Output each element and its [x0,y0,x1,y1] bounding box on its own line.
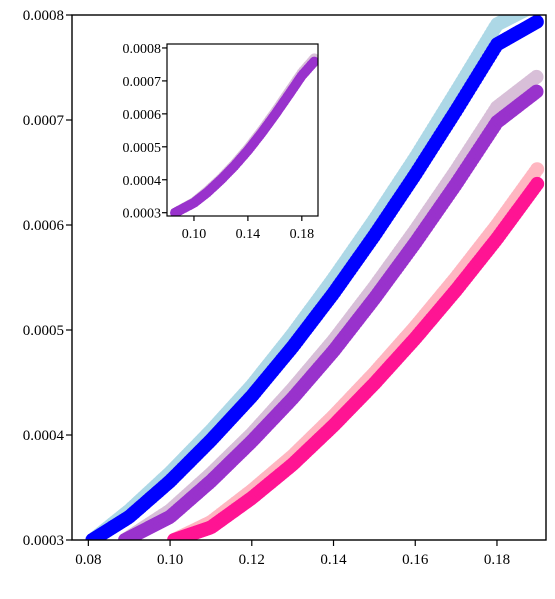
main-series-0-point [525,15,531,16]
inset-background [167,44,318,216]
main-y-tick-label: 0.0003 [23,533,64,549]
main-series-5-start-marker [168,533,181,540]
inset-x-tick-label: 0.10 [182,227,207,242]
inset-series-1 [170,56,318,216]
inset-plot-frame [166,43,319,217]
main-y-tick-label: 0.0007 [23,113,65,129]
main-series-0-point [525,0,539,13]
main-series-2-point [529,69,544,84]
inset-series-1-point [309,56,318,67]
inset-y-tick-label: 0.0003 [123,207,162,222]
inset-x-tick-label: 0.14 [236,227,261,242]
inset-axes: 0.10 0.14 0.18 0.0003 0.0004 0.0005 0.0006 0.00… [123,42,315,242]
main-y-tick-label: 0.0005 [23,323,64,339]
inset-series-1-start-marker [170,208,180,216]
inset-y-tick-label: 0.0008 [123,42,162,57]
main-x-tick-label: 0.16 [402,552,429,568]
main-series-5 [167,176,545,540]
main-y-tick-label: 0.0004 [23,428,65,444]
main-series-1-start-marker [86,533,99,540]
main-series-4 [167,162,545,540]
inset-y-tick-label: 0.0005 [123,141,162,156]
main-x-tick-label: 0.08 [75,552,101,568]
main-series-0-point [530,0,544,11]
main-plot-frame [71,14,547,541]
main-y-tick-label: 0.0006 [23,218,65,234]
main-series-3 [118,84,544,540]
inset-y-tick-label: 0.0007 [123,75,162,90]
main-series-1 [85,15,544,540]
inset-y-tick-label: 0.0004 [123,174,162,189]
main-series-3-start-marker [119,533,132,540]
main-series-4-point [530,162,545,177]
main-x-tick-label: 0.18 [484,552,510,568]
main-series-1-point [529,15,544,29]
inset-series-layer [170,53,318,216]
main-x-tick-label: 0.12 [239,552,265,568]
main-x-tick-label: 0.10 [157,552,183,568]
main-series-3-point [529,84,544,99]
main-series-5-point [530,176,545,191]
inset-x-tick-label: 0.18 [290,227,315,242]
main-series-0-point [523,0,537,14]
inset-y-tick-label: 0.0006 [123,108,162,123]
main-plot: 0.08 0.10 0.12 0.14 0.16 0.18 0.0003 0.0004 0.00… [23,0,547,568]
main-y-tick-label: 0.0008 [23,8,64,24]
main-series-layer [85,0,545,540]
main-axes: 0.08 0.10 0.12 0.14 0.16 0.18 0.0003 0.0004 0.00… [23,8,510,568]
main-series-0-point [528,0,542,12]
main-x-tick-label: 0.14 [320,552,347,568]
inset-plot: 0.10 0.14 0.18 0.0003 0.0004 0.0005 0.0006 0.00… [123,42,319,242]
